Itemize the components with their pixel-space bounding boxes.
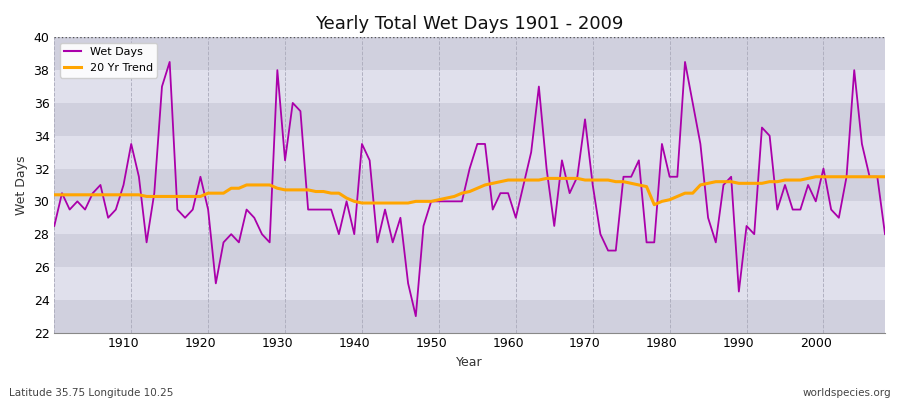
20 Yr Trend xyxy=(503,178,514,182)
20 Yr Trend xyxy=(49,192,59,197)
20 Yr Trend xyxy=(595,178,606,182)
Wet Days xyxy=(879,232,890,236)
Wet Days xyxy=(165,60,176,64)
Bar xyxy=(54,37,885,70)
Wet Days xyxy=(410,314,421,318)
Line: 20 Yr Trend: 20 Yr Trend xyxy=(54,177,885,205)
Wet Days xyxy=(334,232,345,236)
Bar xyxy=(54,300,885,332)
Text: Latitude 35.75 Longitude 10.25: Latitude 35.75 Longitude 10.25 xyxy=(9,388,174,398)
20 Yr Trend xyxy=(326,191,337,196)
Wet Days xyxy=(111,207,122,212)
Wet Days xyxy=(518,182,529,187)
Wet Days xyxy=(610,248,621,253)
Line: Wet Days: Wet Days xyxy=(54,62,885,316)
20 Yr Trend xyxy=(495,179,506,184)
Title: Yearly Total Wet Days 1901 - 2009: Yearly Total Wet Days 1901 - 2009 xyxy=(316,15,624,33)
20 Yr Trend xyxy=(649,202,660,207)
Bar xyxy=(54,136,885,168)
20 Yr Trend xyxy=(879,174,890,179)
Bar xyxy=(54,168,885,201)
20 Yr Trend xyxy=(810,174,821,179)
20 Yr Trend xyxy=(280,188,291,192)
X-axis label: Year: Year xyxy=(456,356,483,369)
Legend: Wet Days, 20 Yr Trend: Wet Days, 20 Yr Trend xyxy=(59,43,158,78)
Y-axis label: Wet Days: Wet Days xyxy=(15,155,28,215)
Bar xyxy=(54,267,885,300)
Wet Days xyxy=(287,100,298,105)
Bar xyxy=(54,201,885,234)
Wet Days xyxy=(510,215,521,220)
Bar xyxy=(54,234,885,267)
Text: worldspecies.org: worldspecies.org xyxy=(803,388,891,398)
Wet Days xyxy=(49,224,59,228)
Bar xyxy=(54,103,885,136)
20 Yr Trend xyxy=(111,192,122,197)
Bar xyxy=(54,70,885,103)
